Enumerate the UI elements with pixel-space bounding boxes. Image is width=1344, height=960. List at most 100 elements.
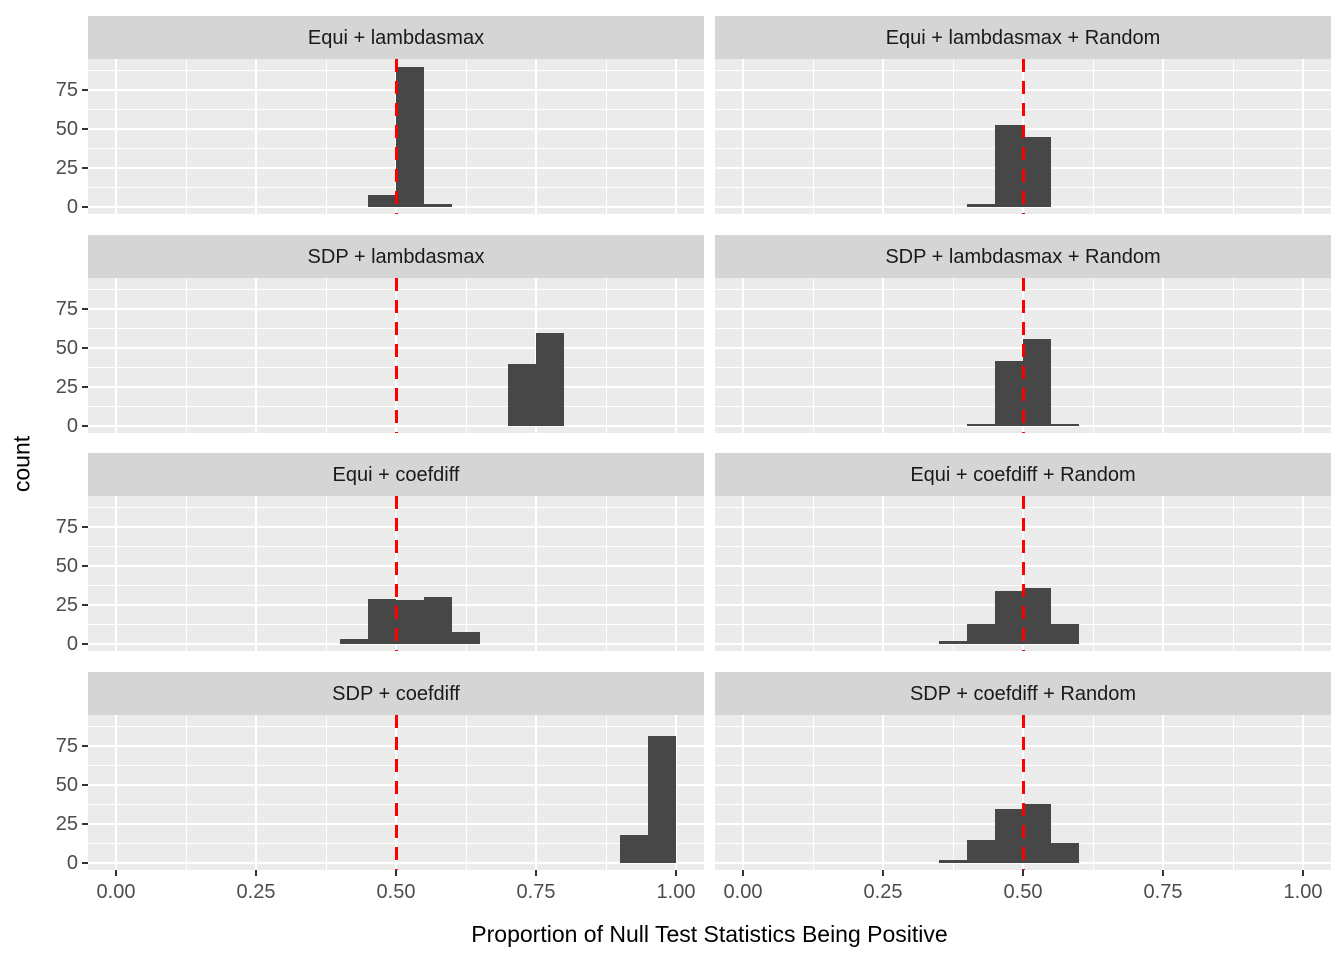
- gridline-x-major: [675, 59, 677, 214]
- y-axis-tick: [82, 565, 88, 568]
- y-tick-label: 50: [55, 774, 78, 797]
- histogram-bar: [648, 735, 676, 863]
- y-axis-tick: [82, 347, 88, 350]
- gridline-x-major: [1302, 59, 1304, 214]
- x-tick-label: 0.75: [1143, 881, 1183, 903]
- facet-strip-label: Equi + lambdasmax: [307, 26, 485, 49]
- facet-panel: [88, 59, 704, 214]
- histogram-bar: [967, 424, 995, 426]
- y-tick-label: 75: [55, 79, 78, 102]
- x-axis-tick: [742, 870, 744, 876]
- gridline-x-minor: [605, 59, 607, 214]
- gridline-x-minor: [1232, 59, 1234, 214]
- gridline-x-major: [1162, 59, 1164, 214]
- facet-panel: [88, 715, 704, 870]
- gridline-x-minor: [465, 715, 467, 870]
- histogram-bar: [536, 332, 564, 426]
- gridline-x-major: [882, 278, 884, 433]
- y-axis-tick: [82, 89, 88, 92]
- y-axis-tick: [82, 604, 88, 607]
- reference-line: [394, 278, 398, 433]
- gridline-x-major: [675, 715, 677, 870]
- facet-panel: [88, 496, 704, 651]
- y-axis-title-text: count: [8, 435, 35, 493]
- reference-line: [1021, 278, 1025, 433]
- gridline-x-major: [255, 59, 257, 214]
- histogram-bar: [995, 591, 1023, 644]
- y-tick-label: 0: [66, 852, 78, 874]
- histogram-bar: [452, 631, 480, 644]
- histogram-bar: [995, 808, 1023, 863]
- gridline-x-minor: [185, 496, 187, 651]
- gridline-x-major: [742, 715, 744, 870]
- gridline-x-minor: [1232, 715, 1234, 870]
- y-axis-tick: [82, 128, 88, 131]
- x-axis-tick: [255, 870, 257, 876]
- y-axis-tick: [82, 308, 88, 311]
- gridline-x-major: [742, 59, 744, 214]
- y-tick-label: 0: [66, 415, 78, 437]
- gridline-x-minor: [1232, 278, 1234, 433]
- facet-strip: SDP + lambdasmax: [88, 235, 704, 278]
- y-tick-label: 0: [66, 196, 78, 218]
- histogram-bar: [939, 640, 967, 644]
- x-tick-label: 0.25: [863, 881, 903, 903]
- y-axis-tick: [82, 206, 88, 208]
- gridline-x-major: [1302, 715, 1304, 870]
- facet-panel: [715, 278, 1331, 433]
- facet-panel: [715, 715, 1331, 870]
- y-tick-label: 25: [55, 376, 78, 399]
- reference-line: [394, 59, 398, 214]
- gridline-x-minor: [325, 59, 327, 214]
- reference-line: [1021, 496, 1025, 651]
- gridline-x-minor: [465, 496, 467, 651]
- histogram-bar: [1051, 842, 1079, 863]
- x-tick-label: 0.75: [516, 881, 556, 903]
- x-axis-tick: [1302, 870, 1304, 876]
- facet-strip-label: SDP + lambdasmax: [307, 245, 485, 268]
- histogram-bar: [396, 67, 424, 207]
- gridline-x-major: [882, 59, 884, 214]
- gridline-x-minor: [465, 278, 467, 433]
- facet-strip-label: SDP + lambdasmax + Random: [885, 245, 1161, 268]
- x-axis-tick: [882, 870, 884, 876]
- gridline-x-major: [1302, 278, 1304, 433]
- histogram-bar: [1051, 424, 1079, 426]
- y-tick-label: 50: [55, 555, 78, 578]
- histogram-bar: [508, 363, 536, 426]
- gridline-x-minor: [1092, 278, 1094, 433]
- gridline-x-minor: [605, 496, 607, 651]
- histogram-bar: [995, 124, 1023, 207]
- histogram-bar: [1023, 338, 1051, 426]
- gridline-x-minor: [185, 278, 187, 433]
- facet-strip-label: Equi + coefdiff + Random: [910, 463, 1136, 486]
- histogram-bar: [967, 203, 995, 207]
- y-tick-label: 50: [55, 337, 78, 360]
- gridline-x-major: [255, 278, 257, 433]
- x-tick-label: 0.50: [376, 881, 416, 903]
- gridline-x-major: [882, 496, 884, 651]
- histogram-bar: [1023, 588, 1051, 644]
- histogram-bar: [967, 839, 995, 863]
- y-tick-label: 75: [55, 735, 78, 758]
- histogram-bar: [995, 360, 1023, 426]
- gridline-x-minor: [952, 496, 954, 651]
- gridline-x-major: [115, 59, 117, 214]
- gridline-x-minor: [812, 59, 814, 214]
- facet-strip: SDP + coefdiff: [88, 672, 704, 715]
- gridline-x-minor: [325, 278, 327, 433]
- histogram-bar: [1051, 623, 1079, 644]
- gridline-x-minor: [605, 278, 607, 433]
- gridline-x-minor: [952, 278, 954, 433]
- gridline-x-minor: [605, 715, 607, 870]
- gridline-x-minor: [185, 59, 187, 214]
- histogram-bar: [424, 203, 452, 207]
- reference-line: [394, 715, 398, 870]
- facet-strip-label: SDP + coefdiff + Random: [909, 682, 1137, 705]
- histogram-bar: [939, 859, 967, 863]
- y-axis-tick: [82, 526, 88, 529]
- facet-strip-label: SDP + coefdiff: [332, 682, 460, 705]
- facet-panel: [715, 59, 1331, 214]
- x-tick-label: 1.00: [1283, 881, 1323, 903]
- gridline-x-major: [1162, 496, 1164, 651]
